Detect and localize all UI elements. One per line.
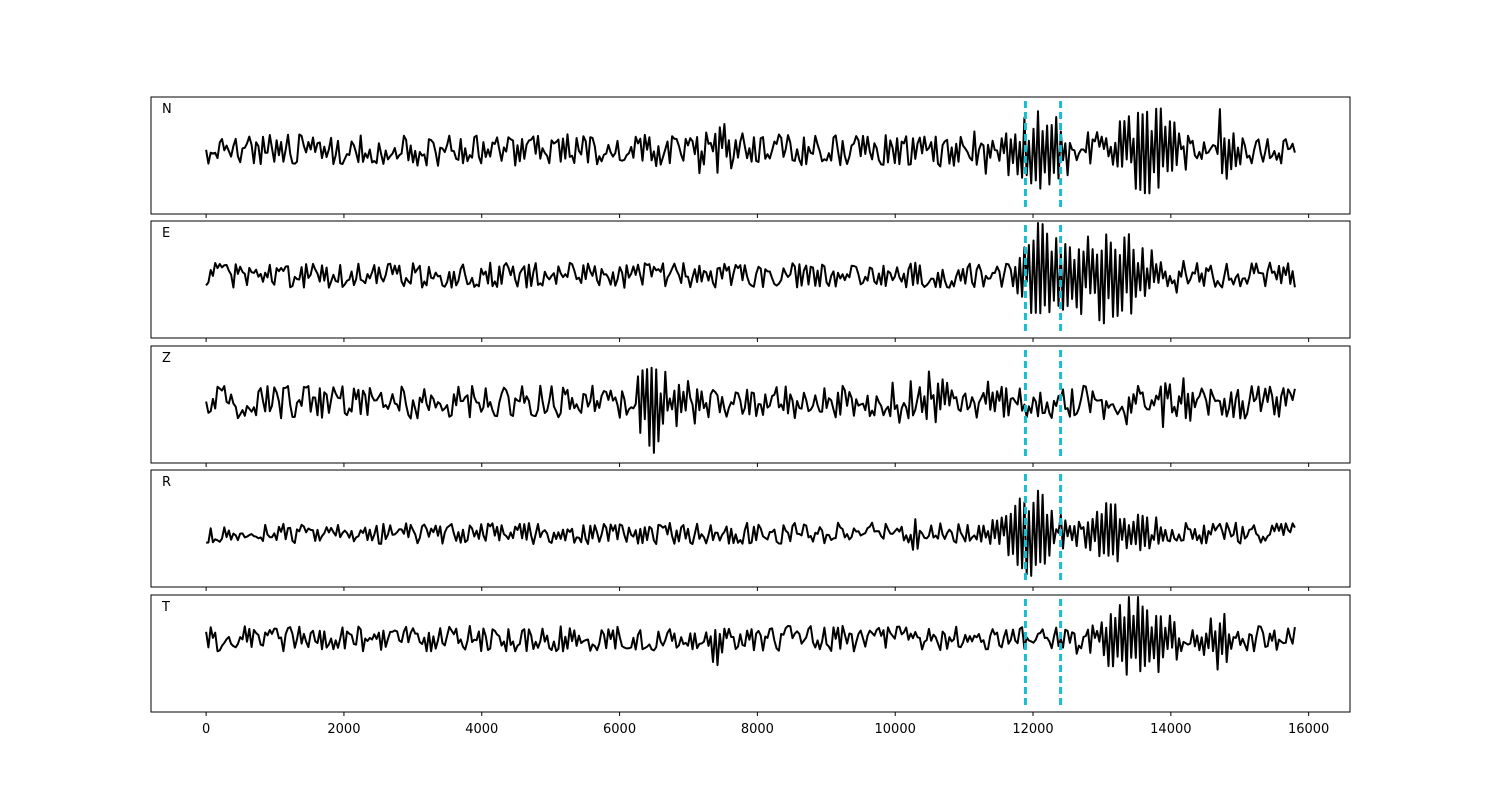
x-tick-label: 16000 bbox=[1288, 722, 1329, 737]
panel-e: E bbox=[150, 220, 1351, 342]
panel-t: T bbox=[150, 594, 1351, 716]
panel-label: E bbox=[162, 226, 170, 241]
panel-frame bbox=[150, 220, 1351, 339]
waveform-trace-z bbox=[205, 366, 1296, 454]
panel-frame bbox=[150, 469, 1351, 588]
panel-n: N bbox=[150, 96, 1351, 218]
waveform-trace-r bbox=[206, 489, 1296, 577]
x-tick-label: 8000 bbox=[741, 722, 774, 737]
panel-frame bbox=[150, 96, 1351, 215]
panel-label: T bbox=[161, 600, 170, 615]
panel-r: R bbox=[150, 469, 1351, 591]
x-tick-label: 12000 bbox=[1012, 722, 1053, 737]
waveform-trace-n bbox=[205, 107, 1296, 195]
x-tick-label: 4000 bbox=[465, 722, 498, 737]
x-tick-label: 6000 bbox=[603, 722, 636, 737]
panel-label: R bbox=[162, 475, 171, 490]
panel-frame bbox=[150, 594, 1351, 713]
x-tick-label: 10000 bbox=[875, 722, 916, 737]
panel-z: Z bbox=[150, 345, 1351, 467]
waveform-trace-t bbox=[205, 596, 1296, 676]
panel-label: Z bbox=[162, 351, 171, 366]
panel-label: N bbox=[162, 102, 172, 117]
panel-frame bbox=[150, 345, 1351, 464]
x-tick-label: 0 bbox=[202, 722, 210, 737]
waveform-trace-e bbox=[205, 222, 1296, 325]
x-tick-label: 14000 bbox=[1150, 722, 1191, 737]
x-tick-label: 2000 bbox=[327, 722, 360, 737]
